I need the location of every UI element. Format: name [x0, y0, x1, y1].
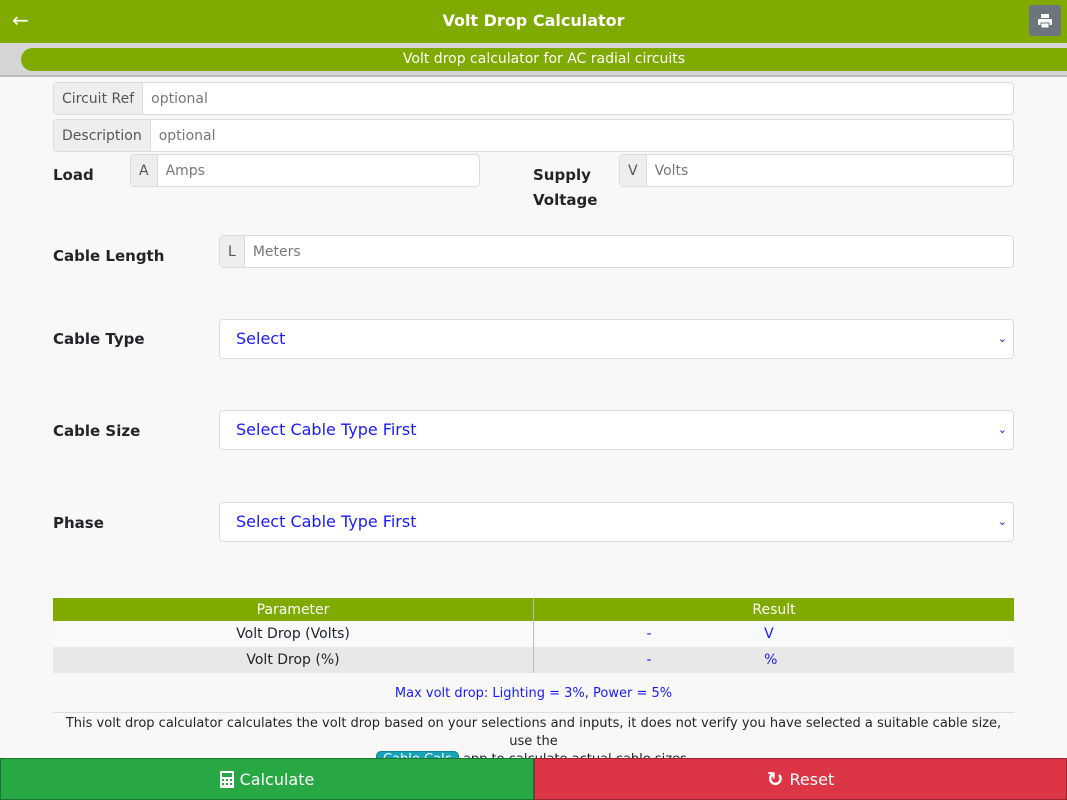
chevron-down-icon: ⌄: [997, 423, 1007, 436]
value-cell: -: [646, 652, 652, 668]
load-group: A: [130, 154, 480, 187]
circuit-ref-input[interactable]: [143, 83, 1013, 114]
redo-icon: ↻: [766, 767, 784, 791]
unit-cell: %: [764, 652, 778, 668]
results-table: Parameter Result Volt Drop (Volts) - V Volt…: [53, 598, 1014, 673]
load-input[interactable]: [157, 155, 479, 186]
cable-length-group: L: [219, 235, 1014, 268]
divider: [53, 712, 1014, 713]
description-label: Description: [54, 120, 151, 151]
subheader-band: Volt drop calculator for AC radial circu…: [0, 43, 1067, 77]
header-parameter: Parameter: [53, 598, 534, 621]
cable-size-label: Cable Size: [53, 422, 141, 440]
supply-voltage-group: V: [619, 154, 1014, 187]
cable-length-input[interactable]: [244, 236, 1013, 267]
cable-type-label: Cable Type: [53, 330, 145, 348]
header-result: Result: [533, 598, 1014, 621]
back-arrow-icon[interactable]: ←: [12, 8, 29, 32]
page-title: Volt Drop Calculator: [442, 11, 625, 30]
disclaimer-text: This volt drop calculator calculates the…: [65, 716, 1002, 749]
cable-size-select[interactable]: Select Cable Type First ⌄: [219, 410, 1014, 450]
supply-voltage-input[interactable]: [646, 155, 1013, 186]
param-cell: Volt Drop (%): [53, 647, 534, 673]
load-label: Load: [53, 166, 94, 184]
chevron-down-icon: ⌄: [997, 332, 1007, 345]
cable-size-value: Select Cable Type First: [236, 420, 417, 439]
circuit-ref-label: Circuit Ref: [54, 83, 144, 114]
calculate-label: Calculate: [239, 769, 315, 789]
calculator-icon: [219, 770, 234, 788]
cable-type-value: Select: [236, 329, 286, 348]
circuit-ref-group: Circuit Ref: [53, 82, 1014, 115]
supply-voltage-label: Supply Voltage: [533, 166, 598, 209]
reset-label: Reset: [789, 769, 835, 789]
table-row: Volt Drop (Volts) - V: [53, 621, 1014, 647]
subheader-title: Volt drop calculator for AC radial circu…: [21, 48, 1067, 71]
description-group: Description: [53, 119, 1014, 152]
param-cell: Volt Drop (Volts): [53, 621, 534, 647]
max-volt-drop-note: Max volt drop: Lighting = 3%, Power = 5%: [394, 686, 673, 701]
chevron-down-icon: ⌄: [997, 515, 1007, 528]
app-header: ← Volt Drop Calculator: [0, 0, 1067, 43]
value-cell: -: [646, 626, 652, 642]
phase-value: Select Cable Type First: [236, 512, 417, 531]
cable-length-prefix: L: [220, 236, 245, 267]
unit-cell: V: [764, 626, 774, 642]
printer-icon: [1038, 13, 1052, 28]
cable-length-label: Cable Length: [53, 247, 165, 265]
phase-label: Phase: [53, 514, 104, 532]
table-row: Volt Drop (%) -%: [53, 647, 1014, 673]
supply-voltage-prefix: V: [620, 155, 647, 186]
load-prefix: A: [131, 155, 158, 186]
calculate-button[interactable]: Calculate: [0, 758, 534, 800]
cable-type-select[interactable]: Select ⌄: [219, 319, 1014, 359]
phase-select[interactable]: Select Cable Type First ⌄: [219, 502, 1014, 542]
print-button[interactable]: [1029, 5, 1061, 36]
description-input[interactable]: [150, 120, 1013, 151]
reset-button[interactable]: ↻ Reset: [534, 758, 1067, 800]
